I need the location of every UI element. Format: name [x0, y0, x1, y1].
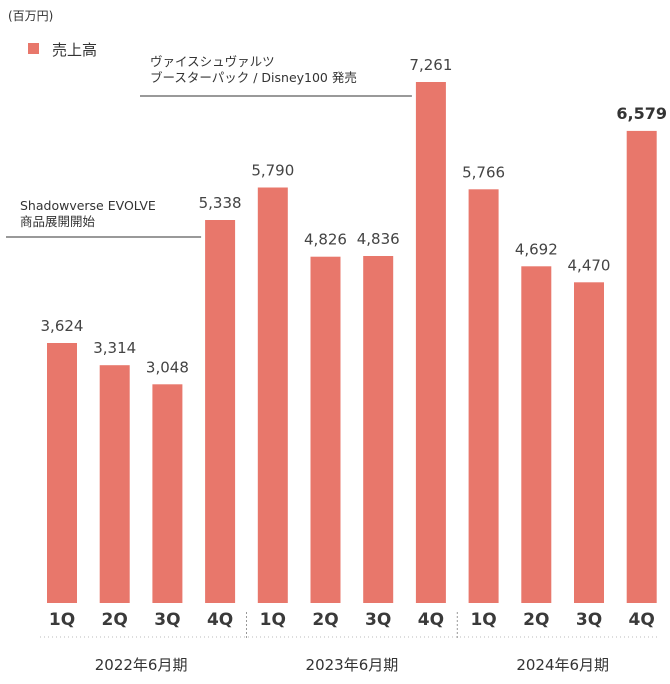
bar-10 — [521, 266, 552, 603]
category-label-6: 2Q — [312, 610, 338, 630]
bar-3 — [152, 384, 183, 603]
bar-12 — [626, 130, 657, 603]
bars — [47, 82, 657, 604]
bar-1 — [47, 343, 77, 603]
annotation-1-line-2: 商品展開開始 — [20, 214, 96, 229]
annotation-2-line-2: ブースターパック / Disney100 発売 — [150, 70, 357, 85]
value-label-10: 4,692 — [515, 240, 558, 258]
value-label-5: 5,790 — [251, 162, 294, 180]
value-label-3: 3,048 — [146, 358, 189, 376]
legend-label-sales: 売上高 — [52, 41, 97, 59]
category-label-8: 4Q — [418, 610, 444, 630]
category-label-12: 4Q — [629, 610, 655, 630]
category-label-1: 1Q — [49, 610, 75, 630]
bar-11 — [574, 282, 604, 603]
category-label-2: 2Q — [102, 610, 128, 630]
value-label-9: 5,766 — [462, 163, 505, 181]
value-label-6: 4,826 — [304, 231, 347, 249]
bar-4 — [205, 220, 236, 603]
bar-7 — [363, 256, 394, 603]
bar-8 — [415, 82, 446, 603]
period-label-2: 2023年6月期 — [306, 656, 399, 674]
value-labels: 3,624 3,314 3,048 5,338 5,790 4,826 4,836 7,261… — [41, 56, 667, 376]
category-label-5: 1Q — [260, 610, 286, 630]
unit-label: (百万円) — [8, 9, 53, 23]
period-label-3: 2024年6月期 — [516, 656, 609, 674]
bar-9 — [468, 189, 499, 604]
bar-2 — [99, 365, 130, 603]
value-label-7: 4,836 — [357, 230, 400, 248]
category-label-11: 3Q — [576, 610, 602, 630]
bar-6 — [310, 256, 341, 603]
category-label-10: 2Q — [523, 610, 549, 630]
value-label-1: 3,624 — [41, 317, 84, 335]
annotation-1-line-1: Shadowverse EVOLVE — [20, 198, 156, 213]
category-label-3: 3Q — [154, 610, 180, 630]
bar-5 — [257, 187, 288, 603]
category-label-9: 1Q — [470, 610, 496, 630]
category-label-7: 3Q — [365, 610, 391, 630]
category-label-4: 4Q — [207, 610, 233, 630]
value-label-4: 5,338 — [199, 194, 242, 212]
value-label-8: 7,261 — [409, 56, 452, 74]
annotation-2-line-1: ヴァイスシュヴァルツ — [150, 54, 275, 69]
value-label-2: 3,314 — [93, 339, 136, 357]
period-label-1: 2022年6月期 — [95, 656, 188, 674]
legend-swatch — [28, 43, 39, 54]
value-label-11: 4,470 — [568, 256, 611, 274]
value-label-12: 6,579 — [616, 104, 667, 123]
category-axis: 1Q 2Q 3Q 4Q 1Q 2Q 3Q 4Q 1Q 2Q 3Q 4Q 2022年6月期 2023年6月期… — [40, 610, 660, 674]
